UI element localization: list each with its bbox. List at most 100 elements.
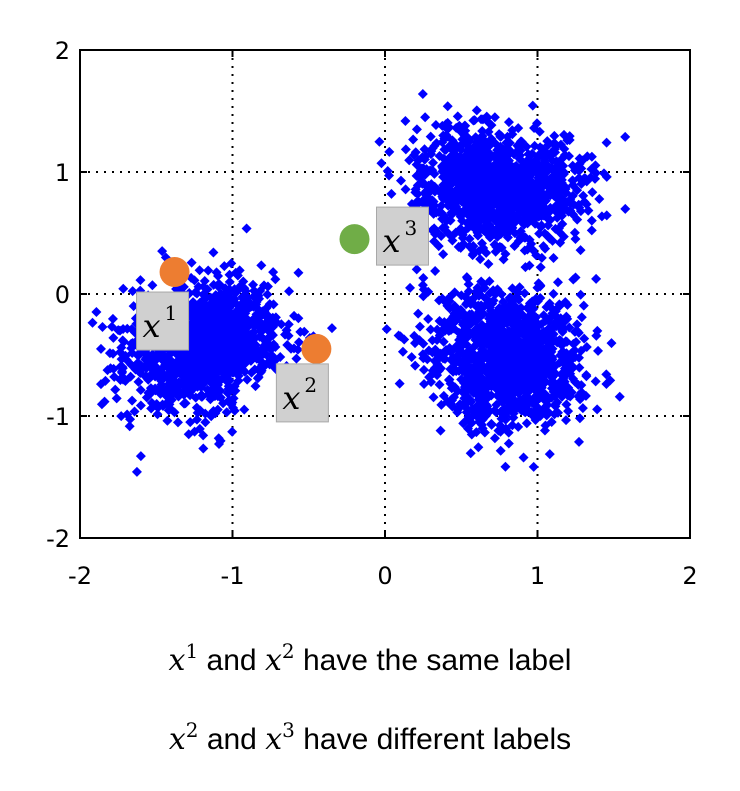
scatter-point	[96, 399, 107, 410]
scatter-point	[507, 125, 518, 136]
scatter-point	[503, 427, 514, 438]
scatter-point	[478, 190, 489, 201]
scatter-point	[529, 393, 540, 404]
scatter-point	[268, 352, 279, 363]
scatter-point	[551, 321, 562, 332]
scatter-point	[239, 404, 250, 415]
scatter-point	[520, 262, 531, 273]
caption-sup: 2	[185, 718, 199, 742]
scatter-point	[455, 242, 466, 253]
scatter-point	[471, 186, 482, 197]
scatter-point	[127, 286, 138, 297]
scatter-point	[542, 341, 553, 352]
scatter-point	[394, 378, 405, 389]
scatter-point	[227, 426, 238, 437]
scatter-point	[478, 308, 489, 319]
scatter-point	[156, 379, 167, 390]
scatter-point	[503, 326, 514, 337]
scatter-point	[437, 293, 448, 304]
scatter-point	[463, 191, 474, 202]
scatter-point	[561, 198, 572, 209]
scatter-point	[534, 228, 545, 239]
scatter-point	[203, 265, 214, 276]
caption-sup: 3	[282, 718, 295, 742]
scatter-point	[199, 368, 210, 379]
scatter-point	[520, 337, 531, 348]
scatter-point	[485, 316, 496, 327]
scatter-point	[213, 439, 224, 450]
scatter-point	[418, 198, 429, 209]
scatter-point	[245, 301, 256, 312]
scatter-point	[558, 375, 569, 386]
scatter-point	[544, 449, 555, 460]
scatter-point	[497, 211, 508, 222]
scatter-point	[291, 353, 302, 364]
scatter-point	[256, 260, 267, 271]
scatter-point	[411, 124, 422, 135]
scatter-point	[135, 400, 146, 411]
scatter-point	[569, 345, 580, 356]
caption-var: x	[168, 722, 186, 757]
scatter-point	[474, 285, 485, 296]
scatter-point	[592, 404, 603, 415]
scatter-point	[454, 399, 465, 410]
point-label-box	[136, 291, 190, 351]
caption-and: and	[206, 644, 257, 677]
scatter-point	[462, 321, 473, 332]
scatter-point	[178, 388, 189, 399]
scatter-point	[200, 293, 211, 304]
scatter-point	[458, 125, 469, 136]
scatter-point	[124, 421, 135, 432]
scatter-point	[467, 310, 478, 321]
scatter-point	[211, 300, 222, 311]
scatter-point	[515, 193, 526, 204]
scatter-point	[265, 344, 276, 355]
scatter-point	[239, 359, 250, 370]
scatter-point	[109, 371, 120, 382]
point-label-box	[275, 363, 329, 423]
scatter-point	[556, 177, 567, 188]
scatter-point	[449, 392, 460, 403]
scatter-point	[473, 201, 484, 212]
caption-text: have the same label	[302, 644, 572, 677]
scatter-point	[495, 150, 506, 161]
scatter-point	[439, 222, 450, 233]
scatter-point	[525, 191, 536, 202]
scatter-point	[443, 326, 454, 337]
scatter-point	[515, 139, 526, 150]
scatter-point	[208, 247, 219, 258]
scatter-point	[557, 326, 568, 337]
scatter-point	[448, 311, 459, 322]
scatter-point	[282, 339, 293, 350]
scatter-point	[575, 245, 586, 256]
scatter-point	[518, 452, 529, 463]
scatter-point	[567, 209, 578, 220]
scatter-point	[457, 233, 468, 244]
scatter-point	[152, 409, 163, 420]
scatter-point	[601, 137, 612, 148]
caption-var: x	[265, 722, 283, 757]
scatter-point	[486, 120, 497, 131]
scatter-point	[489, 433, 500, 444]
scatter-point	[543, 208, 554, 219]
highlight-point	[339, 224, 370, 255]
scatter-point	[386, 188, 397, 199]
scatter-point	[202, 384, 213, 395]
scatter-point	[186, 385, 197, 396]
scatter-point	[576, 178, 587, 189]
scatter-point	[522, 206, 533, 217]
scatter-point	[463, 141, 474, 152]
scatter-point	[474, 391, 485, 402]
scatter-point	[226, 258, 237, 269]
scatter-point	[477, 147, 488, 158]
scatter-point	[587, 187, 598, 198]
scatter-point	[529, 123, 540, 134]
scatter-point	[555, 335, 566, 346]
scatter-point	[519, 288, 530, 299]
scatter-point	[429, 140, 440, 151]
scatter-point	[497, 370, 508, 381]
scatter-point	[184, 368, 195, 379]
scatter-point	[460, 362, 471, 373]
scatter-point	[411, 264, 422, 275]
scatter-point	[562, 135, 573, 146]
